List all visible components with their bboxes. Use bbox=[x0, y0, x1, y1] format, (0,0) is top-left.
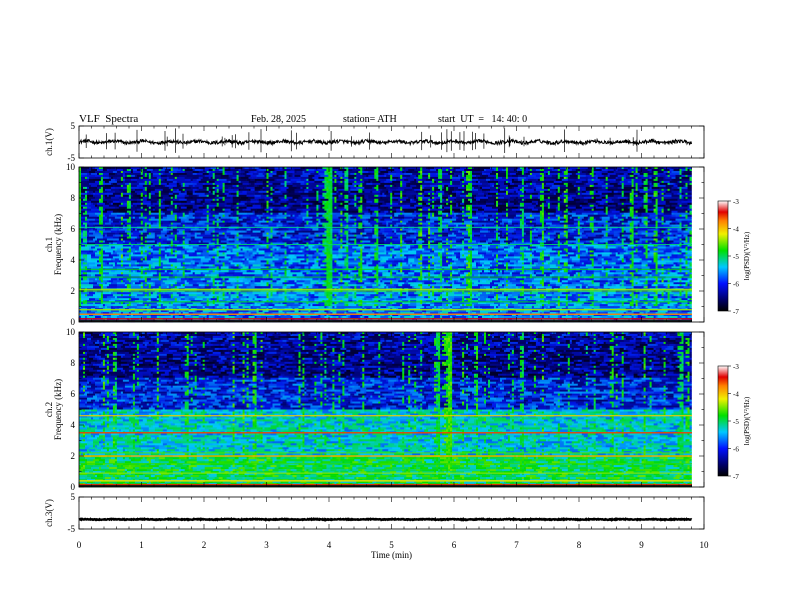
x-tick-label: 7 bbox=[514, 540, 519, 550]
y-axis-label: ch.3(V) bbox=[44, 499, 54, 527]
y-tick-label: 0 bbox=[71, 317, 76, 327]
colorbar-tick-label: -7 bbox=[733, 473, 739, 481]
x-tick-label: 9 bbox=[639, 540, 644, 550]
y-tick-label: 8 bbox=[71, 193, 76, 203]
y-tick-label: 10 bbox=[66, 327, 76, 337]
colorbar-tick-label: -5 bbox=[733, 253, 739, 261]
x-tick-label: 3 bbox=[264, 540, 269, 550]
colorbar-tick-label: -4 bbox=[733, 391, 739, 399]
ch1-colorbar bbox=[718, 201, 728, 311]
x-tick-label: 4 bbox=[327, 540, 332, 550]
x-tick-label: 0 bbox=[77, 540, 82, 550]
x-tick-label: 5 bbox=[389, 540, 394, 550]
ch1-trace bbox=[79, 139, 692, 144]
ch2-spectrogram-cells bbox=[79, 332, 692, 487]
y-tick-label: 2 bbox=[71, 286, 76, 296]
x-axis-label: Time (min) bbox=[371, 550, 412, 560]
x-tick-label: 2 bbox=[202, 540, 207, 550]
y-tick-label: 4 bbox=[71, 420, 76, 430]
y-axis-label: Frequency (kHz) bbox=[53, 379, 63, 440]
y-axis-label: Frequency (kHz) bbox=[53, 214, 63, 275]
y-tick-label: 10 bbox=[66, 162, 76, 172]
x-tick-label: 6 bbox=[452, 540, 457, 550]
ch1-spectrogram-cells bbox=[79, 167, 692, 322]
y-tick-label: 4 bbox=[71, 255, 76, 265]
y-tick-label: 8 bbox=[71, 358, 76, 368]
colorbar-tick-label: -7 bbox=[733, 308, 739, 316]
y-tick-label: 6 bbox=[71, 224, 76, 234]
colorbar-label: log(PSD)(V²/Hz) bbox=[743, 231, 751, 280]
y-tick-label: -5 bbox=[68, 524, 76, 534]
x-tick-label: 1 bbox=[139, 540, 144, 550]
y-tick-label: 5 bbox=[71, 121, 76, 131]
colorbar-tick-label: -4 bbox=[733, 226, 739, 234]
ch3-trace bbox=[79, 519, 692, 520]
colorbar-tick-label: -3 bbox=[733, 363, 739, 371]
colorbar-tick-label: -6 bbox=[733, 281, 739, 289]
y-tick-label: 5 bbox=[71, 492, 76, 502]
colorbar-tick-label: -5 bbox=[733, 418, 739, 426]
y-tick-label: 2 bbox=[71, 451, 76, 461]
y-axis-label: ch.1(V) bbox=[44, 128, 54, 156]
colorbar-tick-label: -6 bbox=[733, 446, 739, 454]
y-tick-label: 6 bbox=[71, 389, 76, 399]
colorbar-label: log(PSD)(V²/Hz) bbox=[743, 396, 751, 445]
y-tick-label: 0 bbox=[71, 482, 76, 492]
x-tick-label: 10 bbox=[700, 540, 710, 550]
ch2-colorbar bbox=[718, 366, 728, 476]
colorbar-tick-label: -3 bbox=[733, 198, 739, 206]
x-tick-label: 8 bbox=[577, 540, 582, 550]
